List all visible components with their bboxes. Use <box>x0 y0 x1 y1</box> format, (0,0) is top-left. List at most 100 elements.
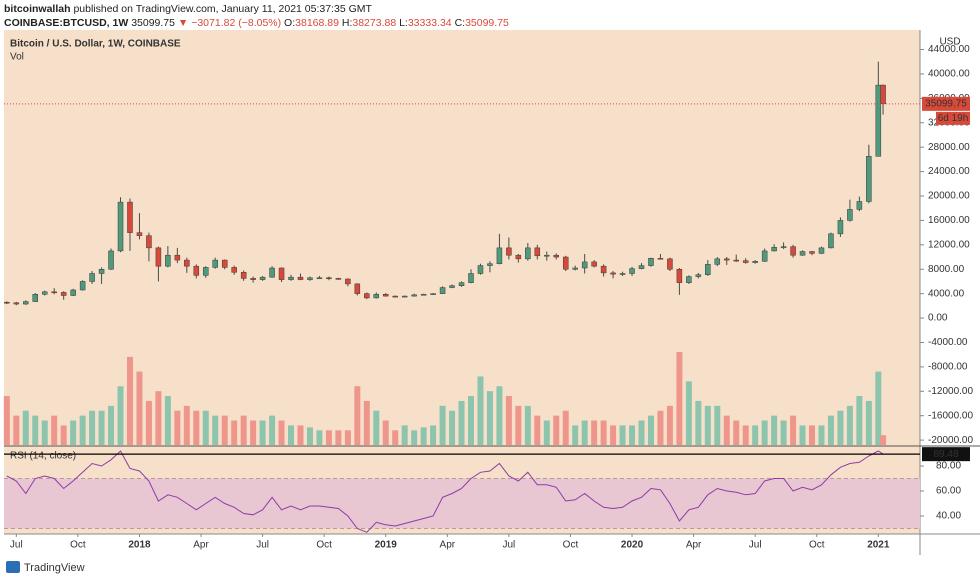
candle-body <box>364 293 370 299</box>
candle-body <box>880 84 886 105</box>
rsi-title: RSI (14, close) <box>10 451 76 462</box>
candle-body <box>411 294 417 297</box>
volume-bar <box>600 420 607 445</box>
author: bitcoinwallah <box>4 3 71 15</box>
candle-body <box>60 292 67 296</box>
volume-bar <box>505 396 512 445</box>
candle-body <box>155 247 162 267</box>
footer-logo: TradingView <box>6 561 85 574</box>
volume-bar <box>837 410 844 445</box>
candle-body <box>686 276 692 283</box>
candle-body <box>203 267 209 276</box>
last-price-label: 35099.75 <box>925 98 967 109</box>
volume-bar <box>880 435 887 445</box>
volume-bar <box>22 410 29 445</box>
volume-bar <box>117 386 124 445</box>
candle-body <box>458 282 465 286</box>
rsi-band <box>4 478 920 529</box>
candle-body <box>553 254 560 258</box>
y-tick-label: 40000.00 <box>928 69 970 80</box>
candle-body <box>70 289 76 296</box>
volume-bar <box>638 420 645 445</box>
volume-bar <box>79 415 86 445</box>
o-label: O: <box>284 17 296 29</box>
h-value: 38273.88 <box>352 17 397 29</box>
candle-body <box>572 267 578 270</box>
candle-body <box>373 294 380 299</box>
x-tick-label: Oct <box>70 540 86 551</box>
volume-bar <box>553 415 560 445</box>
l-label: L: <box>399 17 408 29</box>
volume-bar <box>60 425 67 445</box>
candle-body <box>430 293 436 295</box>
volume-bar <box>666 405 673 445</box>
candle-body <box>525 247 531 260</box>
volume-bar <box>98 410 105 445</box>
volume-bar <box>221 415 228 445</box>
y-tick-label: -8000.00 <box>928 362 968 373</box>
candle-body <box>875 84 882 157</box>
candle-body <box>4 301 10 304</box>
candle-body <box>506 247 512 256</box>
candle-body <box>240 272 247 279</box>
volume-bar <box>411 430 418 445</box>
candle-body <box>212 259 218 268</box>
h-label: H: <box>341 17 353 29</box>
volume-bar <box>591 420 598 445</box>
volume-bar <box>316 430 323 445</box>
candle-body <box>667 258 673 270</box>
candle-body <box>591 261 597 267</box>
volume-bar <box>126 356 133 445</box>
y-tick-label: -16000.00 <box>928 410 973 421</box>
candle-body <box>714 258 721 265</box>
volume-bar <box>325 430 332 445</box>
x-tick-label: Oct <box>316 540 332 551</box>
volume-bar <box>581 420 588 445</box>
x-tick-label: Apr <box>440 540 456 551</box>
candle-body <box>146 235 152 249</box>
volume-bar <box>278 420 285 445</box>
volume-bar <box>430 425 437 445</box>
volume-bar <box>534 415 541 445</box>
volume-bar <box>401 425 408 445</box>
candle-body <box>828 233 834 249</box>
candle-body <box>23 301 29 305</box>
y-tick-label: 24000.00 <box>928 166 970 177</box>
candle-body <box>600 265 607 274</box>
candle-body <box>515 254 522 260</box>
candle-body <box>638 265 645 269</box>
y-tick-label: 20000.00 <box>928 191 970 202</box>
candle-body <box>297 276 304 280</box>
volume-bar <box>306 427 313 445</box>
volume-bar <box>420 427 427 445</box>
rsi-last-box <box>922 447 970 462</box>
volume-bar <box>458 400 465 445</box>
candle-body <box>733 259 739 262</box>
volume-bar <box>524 405 531 445</box>
volume-bar <box>392 430 399 445</box>
countdown-label: 6d 19h <box>938 113 969 124</box>
x-tick-label: Oct <box>809 540 825 551</box>
candle-body <box>307 277 313 280</box>
volume-bar <box>145 400 152 445</box>
candle-body <box>259 276 266 280</box>
y-tick-label: 0.00 <box>928 313 948 324</box>
y-tick-label: 44000.00 <box>928 44 970 55</box>
candle-body <box>610 272 616 275</box>
volume-bar <box>449 410 456 445</box>
candle-body <box>269 267 275 278</box>
volume-bar <box>259 420 266 445</box>
candle-body <box>89 273 95 282</box>
candle-body <box>41 291 48 295</box>
volume-bar <box>486 391 493 445</box>
volume-bar <box>13 415 20 445</box>
candle-body <box>98 268 105 274</box>
volume-bar <box>70 420 77 445</box>
candle-body <box>562 256 569 270</box>
rsi-line <box>6 450 884 533</box>
rsi-last-label: 89.48 <box>933 449 958 460</box>
x-tick-label: Jul <box>749 540 762 551</box>
volume-bar <box>269 415 276 445</box>
volume-bar <box>657 410 664 445</box>
candle-body <box>799 251 806 256</box>
